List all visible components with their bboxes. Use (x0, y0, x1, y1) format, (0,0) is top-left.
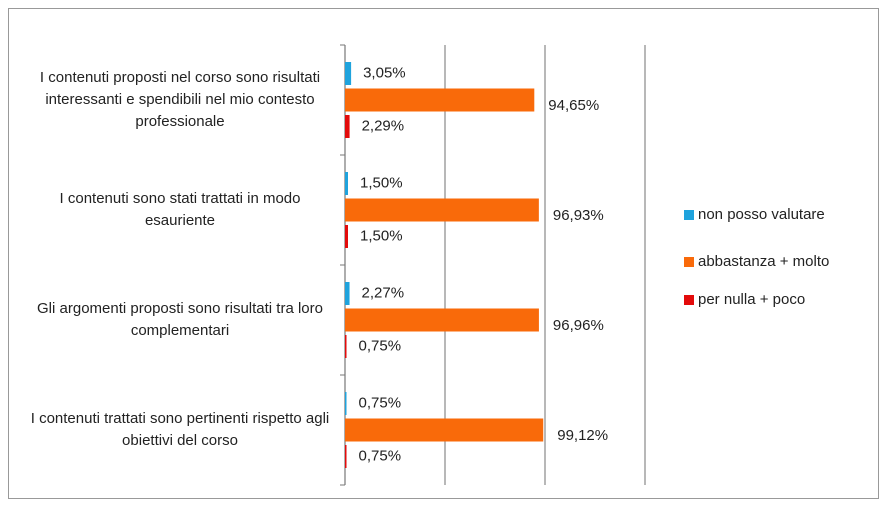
frame (8, 8, 879, 499)
bar (345, 282, 350, 305)
data-label: 0,75% (359, 394, 402, 411)
data-label: 99,12% (557, 427, 608, 444)
bar (345, 62, 352, 85)
legend-label: abbastanza + molto (698, 253, 829, 270)
bar (345, 392, 347, 415)
data-label: 1,50% (360, 227, 403, 244)
bar (345, 308, 539, 332)
data-label: 3,05% (363, 64, 406, 81)
bar (345, 88, 535, 112)
data-label: 2,29% (362, 117, 405, 134)
category-label: I contenuti sono stati trattati in modo … (59, 190, 301, 229)
data-label: 1,50% (360, 174, 403, 191)
data-label: 94,65% (548, 97, 599, 114)
category-label: I contenuti proposti nel corso sono risu… (39, 69, 321, 130)
legend-label: non posso valutare (698, 206, 825, 223)
legend-swatch (684, 257, 694, 267)
data-label: 2,27% (362, 284, 405, 301)
data-label: 96,96% (553, 317, 604, 334)
legend-label: per nulla + poco (698, 291, 805, 308)
bar (345, 172, 348, 195)
bar (345, 115, 350, 138)
data-label: 0,75% (359, 337, 402, 354)
data-label: 0,75% (359, 447, 402, 464)
bar (345, 335, 347, 358)
bar (345, 445, 347, 468)
category-label: I contenuti trattati sono pertinenti ris… (30, 410, 330, 449)
category-label: Gli argomenti proposti sono risultati tr… (37, 300, 323, 339)
legend-swatch (684, 295, 694, 305)
data-label: 96,93% (553, 207, 604, 224)
legend-swatch (684, 210, 694, 220)
bar (345, 418, 544, 442)
bar (345, 198, 539, 222)
bar (345, 225, 348, 248)
